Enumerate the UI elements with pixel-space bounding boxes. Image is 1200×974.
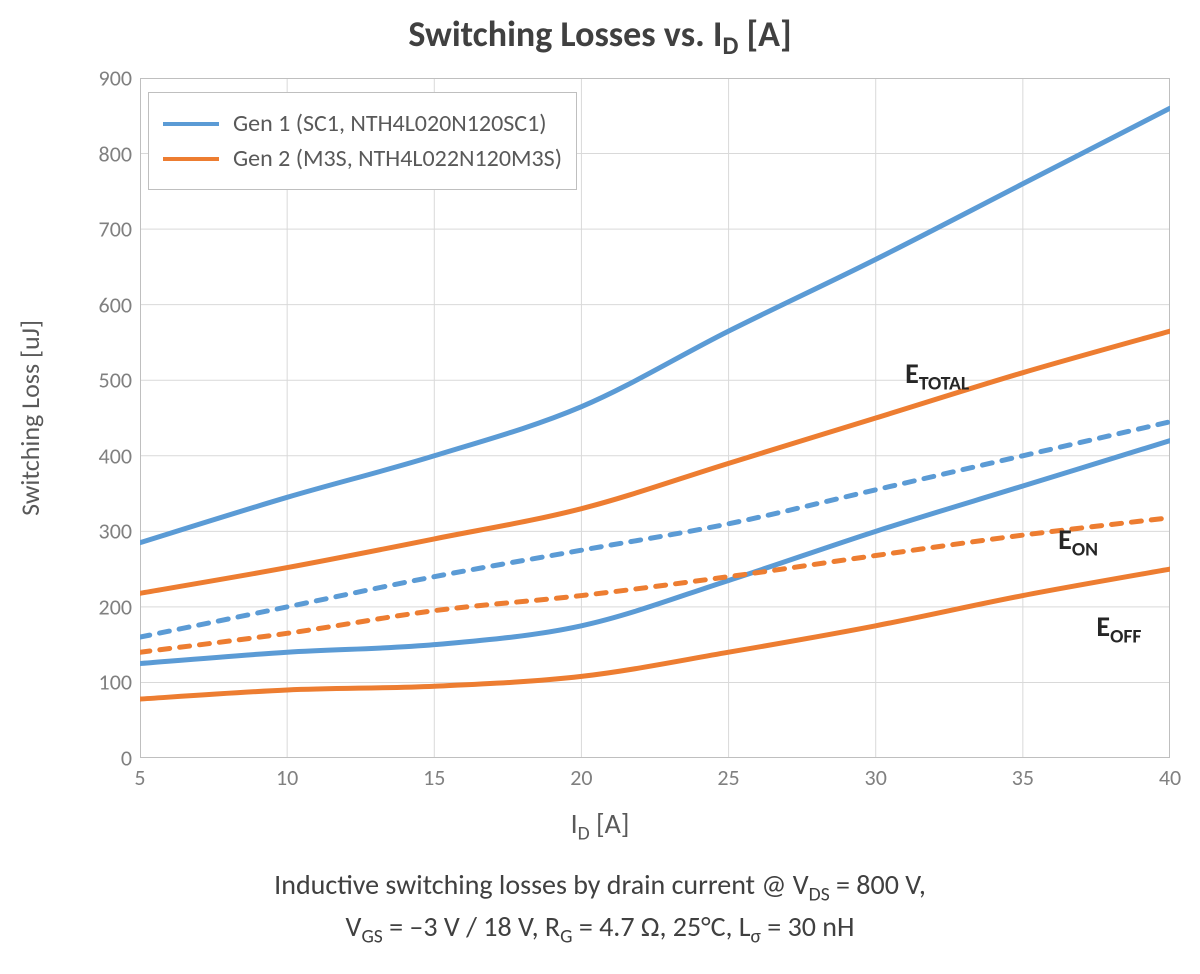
x-tick: 10 (276, 764, 298, 791)
plot-area: 0100200300400500600700800900 51015202530… (140, 78, 1170, 758)
chart-container: { "canvas": {"w":1200,"h":974}, "title":… (0, 0, 1200, 974)
annotation: EON (1058, 522, 1098, 562)
chart-title: Switching Losses vs. ID [A] (0, 12, 1200, 61)
legend: Gen 1 (SC1, NTH4L020N120SC1) Gen 2 (M3S, … (148, 92, 577, 190)
x-tick: 15 (423, 764, 445, 791)
x-tick: 35 (1012, 764, 1034, 791)
annotation: ETOTAL (905, 356, 969, 396)
legend-item: Gen 2 (M3S, NTH4L022N120M3S) (163, 144, 562, 173)
y-tick: 700 (86, 216, 132, 243)
x-tick: 40 (1159, 764, 1181, 791)
legend-label: Gen 1 (SC1, NTH4L020N120SC1) (233, 109, 547, 138)
x-axis-label: ID [A] (0, 806, 1200, 846)
y-tick: 600 (86, 291, 132, 318)
y-tick: 800 (86, 140, 132, 167)
y-tick: 0 (86, 745, 132, 772)
caption: Inductive switching losses by drain curr… (0, 866, 1200, 950)
y-tick: 500 (86, 367, 132, 394)
x-tick: 5 (134, 764, 145, 791)
y-tick: 900 (86, 65, 132, 92)
y-tick: 200 (86, 593, 132, 620)
x-tick: 25 (717, 764, 739, 791)
legend-swatch (163, 157, 219, 161)
legend-item: Gen 1 (SC1, NTH4L020N120SC1) (163, 109, 562, 138)
x-tick: 30 (865, 764, 887, 791)
legend-swatch (163, 122, 219, 126)
y-tick: 100 (86, 669, 132, 696)
annotation: EOFF (1096, 609, 1141, 649)
legend-label: Gen 2 (M3S, NTH4L022N120M3S) (233, 144, 562, 173)
y-tick: 300 (86, 518, 132, 545)
y-tick: 400 (86, 442, 132, 469)
x-tick: 20 (570, 764, 592, 791)
y-axis-label: Switching Loss [uJ] (8, 78, 52, 758)
